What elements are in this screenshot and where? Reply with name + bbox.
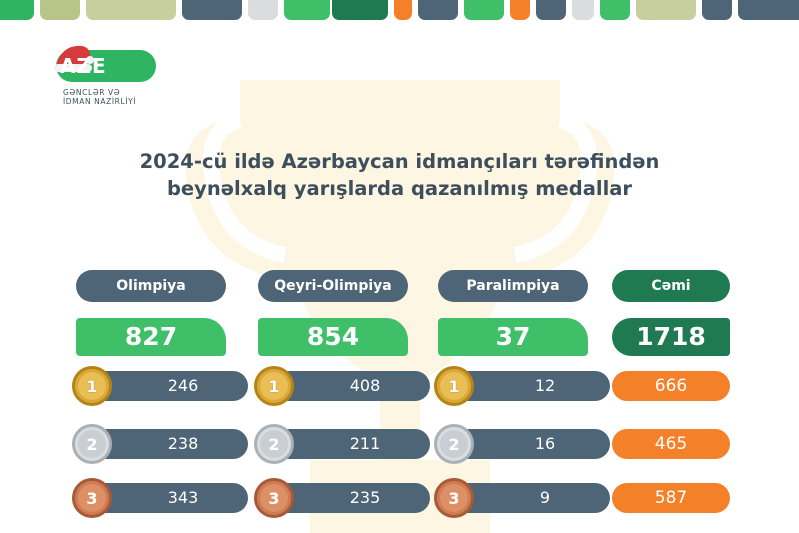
bronze-medal-number: 3 [78, 484, 106, 512]
bronze-row-qeyri-olimpiya: 235 3 [254, 478, 433, 518]
silver-medal-icon: 2 [254, 424, 294, 464]
column-total: 854 [258, 318, 408, 356]
column-cemi: Cəmi 1718 [612, 270, 730, 356]
logo-subtitle: GƏNCLƏR VƏ İDMAN NAZİRLİYİ [63, 88, 136, 106]
silver-medal-number: 2 [78, 430, 106, 458]
page-title: 2024-cü ildə Azərbaycan idmançıları tərə… [0, 148, 799, 202]
silver-medal-icon: 2 [72, 424, 112, 464]
total-bronze-count: 587 [612, 483, 730, 513]
bronze-medal-icon: 3 [72, 478, 112, 518]
column-qeyri-olimpiya: Qeyri-Olimpiya 854 [258, 270, 408, 356]
column-total: 1718 [612, 318, 730, 356]
silver-row-olimpiya: 238 2 [72, 424, 251, 464]
santa-hat-icon [54, 45, 94, 72]
gold-medal-number: 1 [78, 372, 106, 400]
trophy-watermark-icon [185, 80, 615, 533]
gold-medal-icon: 1 [72, 366, 112, 406]
gold-medal-number: 1 [260, 372, 288, 400]
gold-count: 246 [88, 371, 248, 401]
silver-row-qeyri-olimpiya: 211 2 [254, 424, 433, 464]
gold-row-paralimpiya: 12 1 [434, 366, 613, 406]
bronze-count: 9 [450, 483, 610, 513]
column-header: Olimpiya [76, 270, 226, 302]
gold-count: 408 [270, 371, 430, 401]
title-line1: 2024-cü ildə Azərbaycan idmançıları tərə… [139, 150, 660, 173]
title-line2: beynəlxalq yarışlarda qazanılmış medalla… [166, 177, 633, 200]
silver-count: 16 [450, 429, 610, 459]
gold-count: 12 [450, 371, 610, 401]
column-paralimpiya: Paralimpiya 37 [438, 270, 588, 356]
bronze-row-paralimpiya: 9 3 [434, 478, 613, 518]
column-olimpiya: Olimpiya 827 [76, 270, 226, 356]
column-header: Paralimpiya [438, 270, 588, 302]
silver-medal-icon: 2 [434, 424, 474, 464]
bronze-row-olimpiya: 343 3 [72, 478, 251, 518]
silver-medal-number: 2 [440, 430, 468, 458]
gold-row-qeyri-olimpiya: 408 1 [254, 366, 433, 406]
logo-subtitle-line1: GƏNCLƏR VƏ [63, 88, 121, 97]
gold-row-olimpiya: 246 1 [72, 366, 251, 406]
silver-count: 238 [88, 429, 248, 459]
bronze-medal-number: 3 [260, 484, 288, 512]
decorative-top-strip [0, 0, 799, 20]
gold-medal-icon: 1 [434, 366, 474, 406]
bronze-medal-number: 3 [440, 484, 468, 512]
silver-count: 211 [270, 429, 430, 459]
logo-text: AZE [60, 54, 107, 78]
column-header: Qeyri-Olimpiya [258, 270, 408, 302]
bronze-count: 343 [88, 483, 248, 513]
total-gold-count: 666 [612, 371, 730, 401]
silver-medal-number: 2 [260, 430, 288, 458]
logo-subtitle-line2: İDMAN NAZİRLİYİ [63, 97, 137, 106]
column-header: Cəmi [612, 270, 730, 302]
bronze-count: 235 [270, 483, 430, 513]
total-silver-count: 465 [612, 429, 730, 459]
bronze-medal-icon: 3 [254, 478, 294, 518]
column-total: 827 [76, 318, 226, 356]
ministry-logo: AZE GƏNCLƏR VƏ İDMAN NAZİRLİYİ [30, 38, 160, 118]
gold-medal-number: 1 [440, 372, 468, 400]
gold-medal-icon: 1 [254, 366, 294, 406]
bronze-medal-icon: 3 [434, 478, 474, 518]
silver-row-paralimpiya: 16 2 [434, 424, 613, 464]
column-total: 37 [438, 318, 588, 356]
